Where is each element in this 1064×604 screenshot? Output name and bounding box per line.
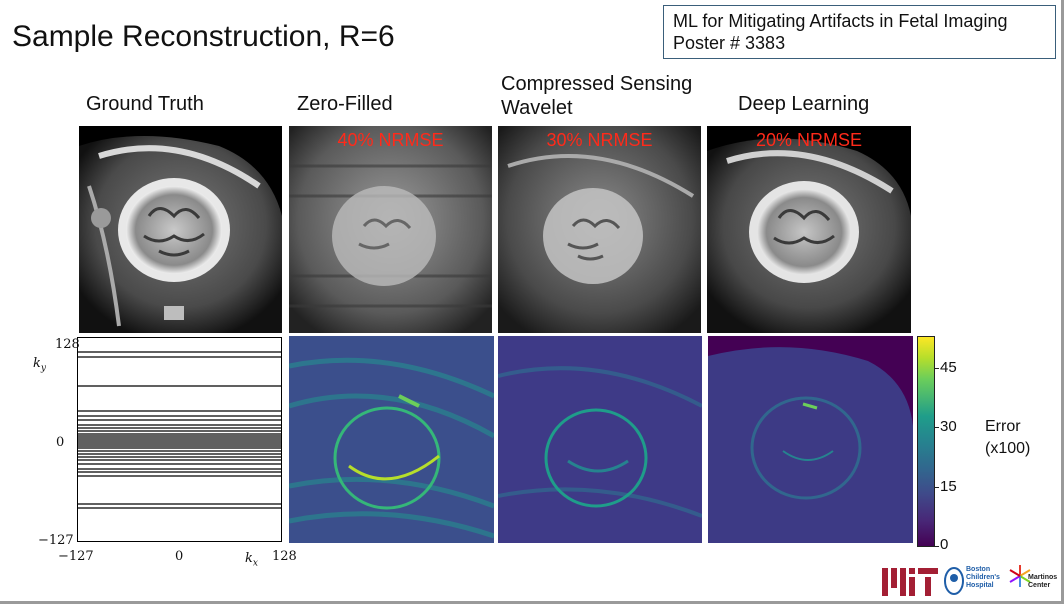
colorbar-tickmark (935, 427, 939, 428)
poster-title: ML for Mitigating Artifacts in Fetal Ima… (673, 11, 1008, 31)
mri-deep-learning-image: 20% NRMSE (707, 126, 911, 333)
colorbar-tick-15: 15 (940, 478, 957, 495)
ky-tick-bottom: −127 (38, 533, 74, 548)
error-colorbar (917, 336, 935, 547)
poster-info-box: ML for Mitigating Artifacts in Fetal Ima… (663, 5, 1056, 59)
error-map-zero-filled (289, 336, 494, 543)
mit-logo (882, 568, 938, 596)
colorbar-label: Error (x100) (985, 416, 1030, 460)
label-ground-truth: Ground Truth (86, 93, 204, 115)
ky-axis-label: ky (33, 356, 46, 374)
error-map-deep-learning (708, 336, 913, 543)
ky-tick-zero: 0 (56, 435, 65, 450)
kx-tick-right: 128 (272, 549, 297, 564)
kx-tick-zero: 0 (175, 549, 184, 564)
mri-ground-truth-image (79, 126, 282, 333)
mri-compressed-sensing-image: 30% NRMSE (498, 126, 701, 333)
label-compressed-sensing: Compressed Sensing Wavelet (501, 72, 692, 120)
mask-lines (78, 351, 281, 509)
label-zero-filled: Zero-Filled (297, 93, 393, 115)
martinos-logo-line1: Martinos (1028, 574, 1058, 581)
nrmse-deep-learning: 20% NRMSE (755, 130, 863, 150)
colorbar-label-line1: Error (985, 418, 1021, 435)
colorbar-tickmark (935, 487, 939, 488)
colorbar-tickmark (935, 368, 939, 369)
martinos-logo-line2: Center (1028, 582, 1051, 589)
kx-tick-left: −127 (58, 549, 94, 564)
kx-axis-label: kx (245, 551, 258, 569)
error-map-compressed-sensing (498, 336, 702, 543)
boston-logo-line1: Boston (966, 566, 991, 573)
boston-logo-line2: Children's (966, 574, 1000, 581)
boston-childrens-logo: Boston Children's Hospital (944, 564, 1002, 598)
slide-title: Sample Reconstruction, R=6 (12, 20, 395, 53)
martinos-center-logo: Martinos Center (1006, 562, 1058, 598)
colorbar-tick-0: 0 (940, 536, 949, 553)
colorbar-tickmark (935, 546, 939, 547)
label-deep-learning: Deep Learning (738, 93, 870, 115)
poster-number: Poster # 3383 (673, 33, 786, 53)
label-cs-line1: Compressed Sensing (501, 73, 693, 95)
colorbar-tick-30: 30 (940, 418, 957, 435)
colorbar-label-line2: (x100) (985, 440, 1031, 457)
ky-tick-top: 128 (55, 337, 80, 352)
label-cs-line2: Wavelet (501, 97, 573, 119)
mri-zero-filled-image: 40% NRMSE (289, 126, 492, 333)
undersampling-mask (77, 337, 282, 542)
nrmse-compressed-sensing: 30% NRMSE (546, 130, 653, 150)
boston-logo-line3: Hospital (966, 582, 994, 589)
nrmse-zero-filled: 40% NRMSE (337, 130, 444, 150)
colorbar-tick-45: 45 (940, 359, 957, 376)
